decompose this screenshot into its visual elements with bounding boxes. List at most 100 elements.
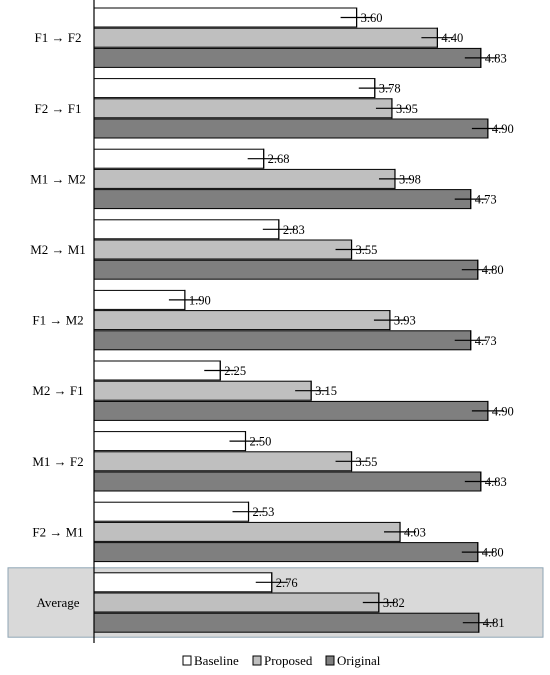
category-label: M1 → F2 [32, 454, 83, 469]
error-bar [204, 360, 237, 381]
bar-original [93, 259, 479, 280]
bar-proposed [93, 27, 438, 48]
bar-proposed [93, 310, 391, 331]
bar-original [93, 471, 482, 492]
value-label: 3.55 [356, 455, 378, 469]
category-label: Average [36, 595, 79, 610]
value-label: 4.40 [441, 31, 463, 45]
bar-baseline [93, 148, 265, 169]
value-label: 4.83 [485, 51, 507, 65]
value-label: 2.53 [253, 505, 275, 519]
error-bar [471, 118, 504, 139]
bar-proposed [93, 98, 393, 119]
error-bar [335, 451, 368, 472]
value-label: 4.73 [475, 193, 497, 207]
value-label: 4.90 [492, 122, 514, 136]
category-label: F2 → M1 [32, 524, 83, 539]
error-bar [454, 330, 487, 351]
legend-swatch [325, 655, 335, 666]
error-bar [421, 27, 454, 48]
bar-proposed [93, 239, 353, 260]
category-label: M2 → M1 [30, 242, 86, 257]
bar-proposed [93, 380, 312, 401]
value-label: 3.93 [394, 314, 416, 328]
error-bar [362, 592, 395, 613]
value-label: 4.90 [492, 404, 514, 418]
category-label: F1 → F2 [35, 30, 82, 45]
bar-original [93, 542, 479, 563]
value-label: 1.90 [189, 293, 211, 307]
bar-original [93, 47, 482, 68]
legend-label: Original [337, 653, 381, 668]
error-bar [168, 289, 201, 310]
bar-original [93, 189, 472, 210]
bar-baseline [93, 431, 246, 452]
legend-label: Proposed [264, 653, 313, 668]
error-bar [464, 471, 497, 492]
bar-original [93, 118, 489, 139]
value-label: 2.50 [250, 435, 272, 449]
category-label: M2 → F1 [32, 383, 83, 398]
value-label: 2.25 [224, 364, 246, 378]
value-label: 4.80 [482, 263, 504, 277]
error-bar [229, 431, 262, 452]
legend-label: Baseline [194, 653, 239, 668]
error-bar [378, 168, 411, 189]
bar-original [93, 330, 472, 351]
value-label: 4.73 [475, 334, 497, 348]
error-bar [384, 521, 417, 542]
legend: Baseline Proposed Original [182, 653, 381, 668]
value-label: 4.83 [485, 475, 507, 489]
error-bar [247, 148, 280, 169]
value-label: 2.83 [283, 223, 305, 237]
value-label: 4.03 [404, 525, 426, 539]
value-label: 2.76 [276, 576, 298, 590]
error-bar [295, 380, 328, 401]
legend-swatch [182, 655, 192, 666]
bar-baseline [93, 219, 280, 240]
error-bar [375, 98, 408, 119]
bar-proposed [93, 592, 380, 613]
value-label: 3.60 [361, 11, 383, 25]
bar-proposed [93, 521, 401, 542]
bar-proposed [93, 168, 396, 189]
bar-original [93, 400, 489, 421]
value-label: 3.95 [396, 102, 418, 116]
legend-swatch [252, 655, 262, 666]
bar-baseline [93, 7, 358, 28]
error-bar [335, 239, 368, 260]
legend-item-original: Original [325, 653, 381, 668]
value-label: 3.55 [356, 243, 378, 257]
category-label: M1 → M2 [30, 171, 86, 186]
category-label: F1 → M2 [32, 313, 83, 328]
error-bar [255, 572, 288, 593]
value-label: 3.78 [379, 82, 401, 96]
bar-proposed [93, 451, 353, 472]
error-bar [373, 310, 406, 331]
bar-baseline [93, 78, 376, 99]
error-bar [358, 78, 391, 99]
value-label: 2.68 [268, 152, 290, 166]
bar-baseline [93, 572, 273, 593]
value-label: 4.80 [482, 546, 504, 560]
category-label: F2 → F1 [35, 101, 82, 116]
legend-item-proposed: Proposed [252, 653, 313, 668]
error-bar [461, 542, 494, 563]
error-bar [262, 219, 295, 240]
error-bar [464, 47, 497, 68]
value-label: 3.98 [399, 172, 421, 186]
error-bar [232, 501, 265, 522]
value-label: 3.82 [383, 596, 405, 610]
error-bar [461, 259, 494, 280]
legend-item-baseline: Baseline [182, 653, 239, 668]
error-bar [462, 612, 495, 633]
bar-baseline [93, 360, 221, 381]
error-bar [340, 7, 373, 28]
error-bar [471, 400, 504, 421]
value-label: 3.15 [315, 384, 337, 398]
bar-original [93, 612, 480, 633]
error-bar [454, 189, 487, 210]
value-label: 4.81 [483, 616, 505, 630]
bar-baseline [93, 501, 250, 522]
